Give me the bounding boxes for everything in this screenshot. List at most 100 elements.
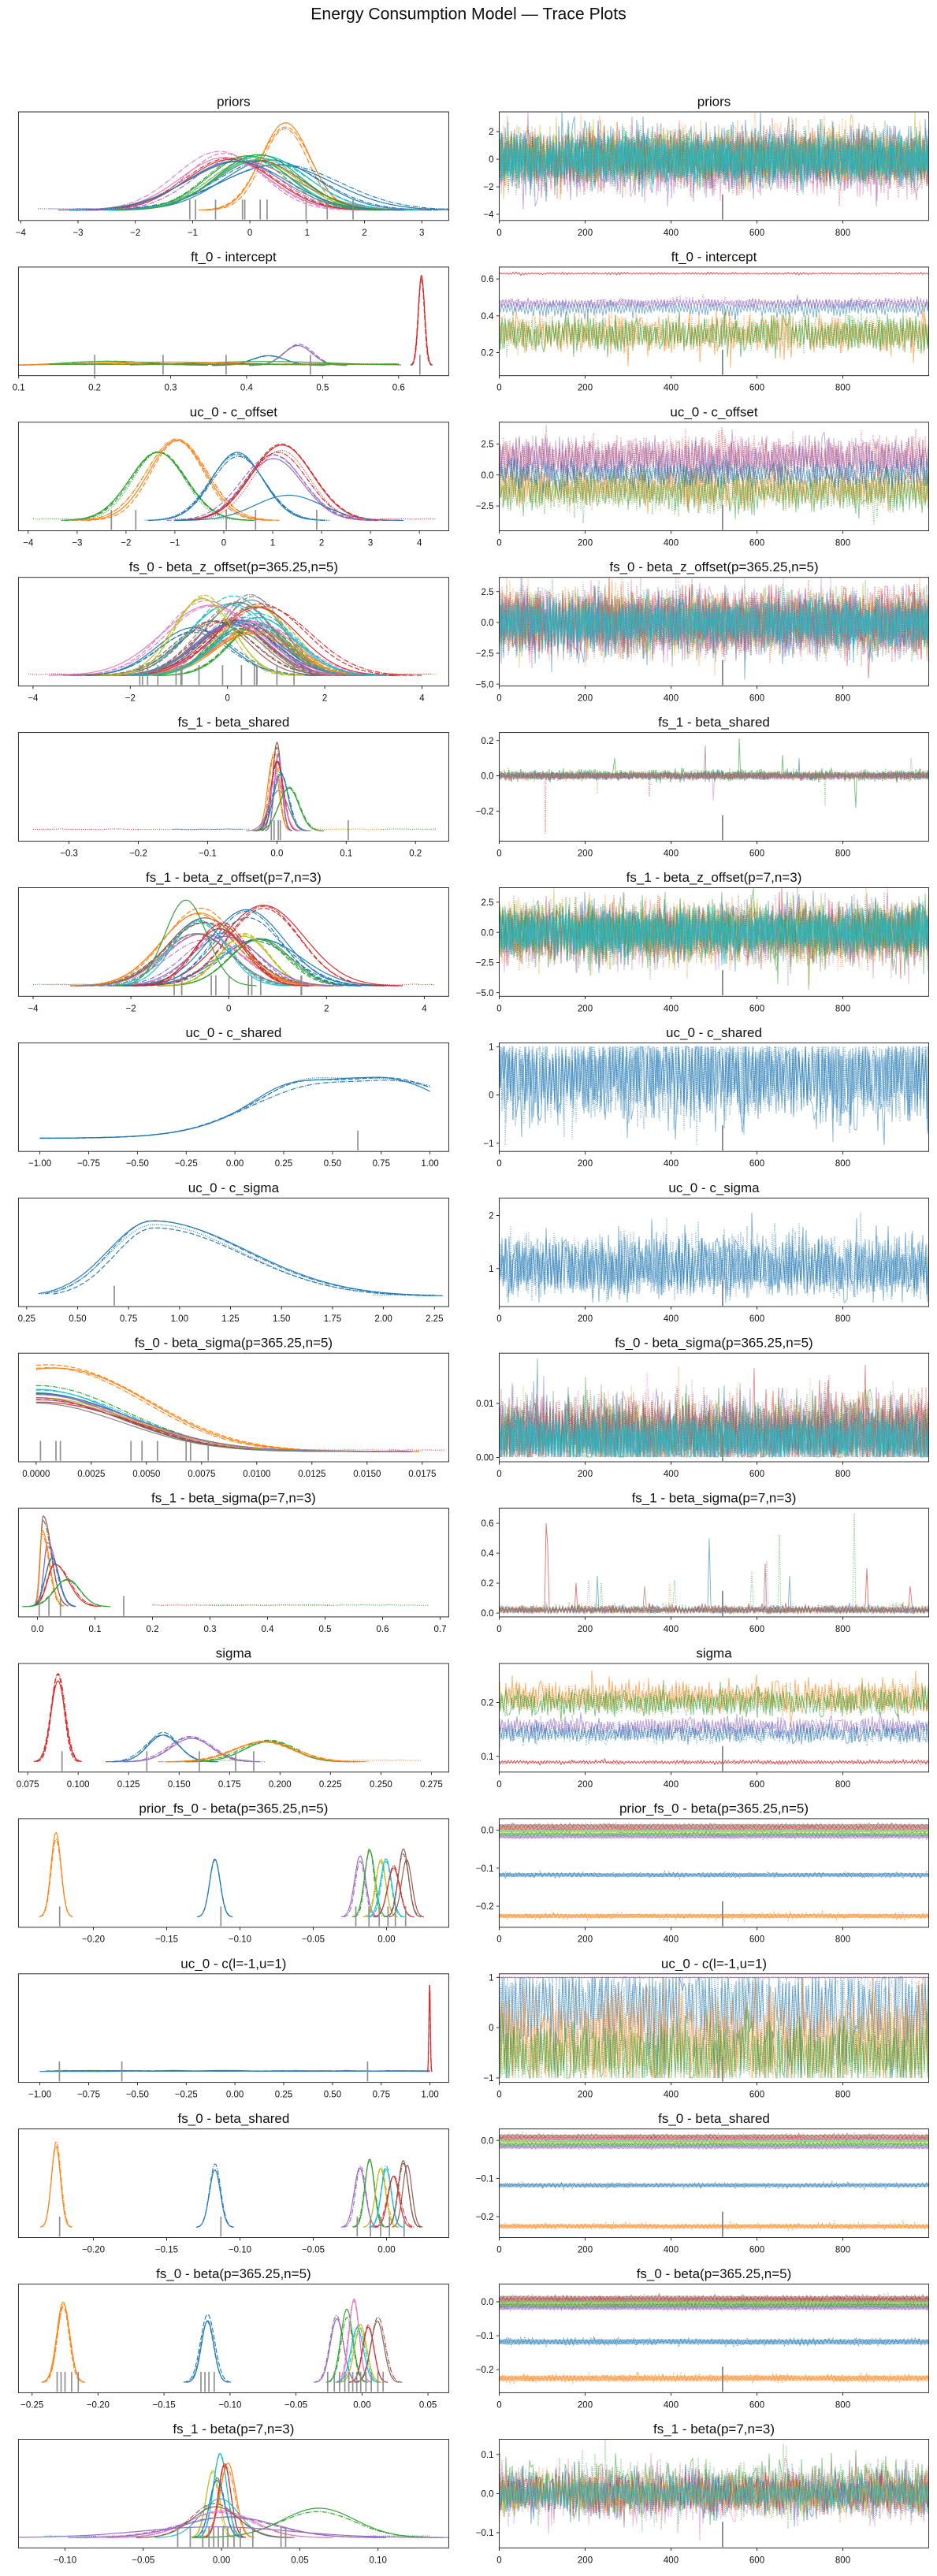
svg-text:600: 600 [749, 694, 764, 704]
svg-text:400: 400 [664, 229, 679, 238]
svg-text:400: 400 [664, 2091, 679, 2100]
svg-text:0.175: 0.175 [218, 1780, 241, 1790]
svg-text:−1: −1 [188, 229, 198, 238]
svg-text:0.00: 0.00 [226, 2091, 244, 2100]
svg-text:0.0: 0.0 [482, 1609, 494, 1619]
svg-text:800: 800 [835, 229, 850, 238]
svg-text:0.25: 0.25 [275, 1159, 292, 1169]
svg-text:0.125: 0.125 [117, 1780, 140, 1790]
svg-text:fs_0 - beta_z_offset(p=365.25,: fs_0 - beta_z_offset(p=365.25,n=5) [609, 559, 818, 574]
svg-text:fs_1 - beta_sigma(p=7,n=3): fs_1 - beta_sigma(p=7,n=3) [151, 1491, 316, 1506]
svg-text:0.00: 0.00 [353, 2400, 370, 2410]
svg-text:0.2: 0.2 [482, 1579, 494, 1589]
svg-text:−4: −4 [483, 210, 494, 220]
svg-text:800: 800 [835, 2400, 850, 2410]
svg-text:−0.05: −0.05 [302, 1935, 325, 1945]
svg-text:ft_0 - intercept: ft_0 - intercept [191, 249, 277, 264]
svg-text:prior_fs_0 - beta(p=365.25,n=5: prior_fs_0 - beta(p=365.25,n=5) [619, 1801, 809, 1816]
svg-text:0.0: 0.0 [482, 619, 494, 628]
svg-text:0: 0 [496, 1159, 501, 1169]
svg-text:−0.1: −0.1 [199, 849, 217, 858]
svg-text:400: 400 [664, 2400, 679, 2410]
svg-text:0: 0 [496, 849, 501, 858]
svg-text:0.1: 0.1 [482, 2451, 494, 2460]
svg-text:−2.5: −2.5 [476, 502, 494, 511]
svg-text:800: 800 [835, 2556, 850, 2565]
svg-text:600: 600 [749, 1004, 764, 1013]
svg-text:200: 200 [578, 1314, 593, 1324]
svg-text:800: 800 [835, 1935, 850, 1945]
svg-text:0.50: 0.50 [69, 1314, 86, 1324]
svg-text:0: 0 [496, 694, 501, 704]
svg-text:fs_0 - beta(p=365.25,n=5): fs_0 - beta(p=365.25,n=5) [156, 2266, 311, 2281]
svg-text:0.3: 0.3 [165, 384, 177, 393]
svg-text:200: 200 [578, 694, 593, 704]
svg-text:800: 800 [835, 384, 850, 393]
svg-text:0.0: 0.0 [482, 2298, 494, 2307]
svg-text:4: 4 [417, 539, 422, 548]
svg-text:0.100: 0.100 [67, 1780, 90, 1790]
svg-text:800: 800 [835, 1470, 850, 1479]
svg-text:1.25: 1.25 [221, 1314, 239, 1324]
svg-text:0.75: 0.75 [373, 2091, 390, 2100]
svg-text:−0.50: −0.50 [126, 2091, 149, 2100]
svg-text:400: 400 [664, 1625, 679, 1634]
svg-text:uc_0 - c_sigma: uc_0 - c_sigma [188, 1180, 280, 1195]
svg-text:200: 200 [578, 1625, 593, 1634]
svg-text:0: 0 [225, 694, 229, 704]
svg-text:0: 0 [496, 2091, 501, 2100]
svg-text:0: 0 [496, 384, 501, 393]
svg-text:0.4: 0.4 [240, 384, 254, 393]
svg-text:Energy Consumption Model — Tra: Energy Consumption Model — Trace Plots [310, 6, 626, 24]
svg-text:0.275: 0.275 [420, 1780, 443, 1790]
svg-text:−0.10: −0.10 [218, 2400, 241, 2410]
svg-text:0.0: 0.0 [482, 1827, 494, 1836]
svg-text:800: 800 [835, 1004, 850, 1013]
svg-text:0: 0 [221, 539, 226, 548]
svg-text:0.0175: 0.0175 [408, 1470, 436, 1479]
svg-text:2: 2 [319, 539, 324, 548]
svg-text:200: 200 [578, 1159, 593, 1169]
svg-text:−1.00: −1.00 [28, 1159, 51, 1169]
svg-text:200: 200 [578, 384, 593, 393]
svg-text:uc_0 - c_offset: uc_0 - c_offset [190, 404, 277, 419]
svg-text:0.1: 0.1 [13, 384, 25, 393]
svg-text:800: 800 [835, 1780, 850, 1790]
svg-text:−0.10: −0.10 [229, 1935, 251, 1945]
svg-text:400: 400 [664, 694, 679, 704]
svg-text:0.6: 0.6 [392, 384, 405, 393]
svg-text:−0.50: −0.50 [126, 1159, 149, 1169]
svg-text:200: 200 [578, 2400, 593, 2410]
svg-text:−1: −1 [483, 1139, 493, 1149]
svg-text:0.6: 0.6 [377, 1625, 389, 1634]
svg-text:−4: −4 [28, 1004, 39, 1013]
svg-text:1.50: 1.50 [273, 1314, 290, 1324]
svg-text:200: 200 [578, 229, 593, 238]
svg-text:0.200: 0.200 [269, 1780, 292, 1790]
svg-text:−0.2: −0.2 [129, 849, 147, 858]
svg-text:−2: −2 [483, 183, 493, 192]
svg-text:0.0: 0.0 [32, 1625, 44, 1634]
svg-text:0.6: 0.6 [482, 275, 494, 284]
svg-text:0.2: 0.2 [482, 737, 494, 746]
svg-text:fs_0 - beta_z_offset(p=365.25,: fs_0 - beta_z_offset(p=365.25,n=5) [129, 559, 338, 574]
svg-text:600: 600 [749, 539, 764, 548]
svg-text:1.00: 1.00 [421, 2091, 438, 2100]
svg-text:fs_0 - beta_shared: fs_0 - beta_shared [658, 2111, 770, 2126]
svg-text:0.2: 0.2 [482, 349, 494, 359]
svg-text:prior_fs_0 - beta(p=365.25,n=5: prior_fs_0 - beta(p=365.25,n=5) [139, 1801, 328, 1816]
svg-text:400: 400 [664, 1935, 679, 1945]
svg-text:600: 600 [749, 229, 764, 238]
svg-text:−0.2: −0.2 [476, 1902, 494, 1912]
svg-text:uc_0 - c_offset: uc_0 - c_offset [670, 404, 757, 419]
svg-text:800: 800 [835, 2091, 850, 2100]
svg-text:200: 200 [578, 2556, 593, 2565]
svg-text:0: 0 [489, 1091, 493, 1101]
svg-text:2: 2 [489, 1212, 493, 1221]
svg-text:200: 200 [578, 1470, 593, 1479]
svg-text:0.0150: 0.0150 [353, 1470, 381, 1479]
svg-text:−0.15: −0.15 [155, 1935, 178, 1945]
svg-text:−0.75: −0.75 [77, 1159, 100, 1169]
svg-text:−0.2: −0.2 [476, 807, 494, 816]
svg-text:600: 600 [749, 1314, 764, 1324]
